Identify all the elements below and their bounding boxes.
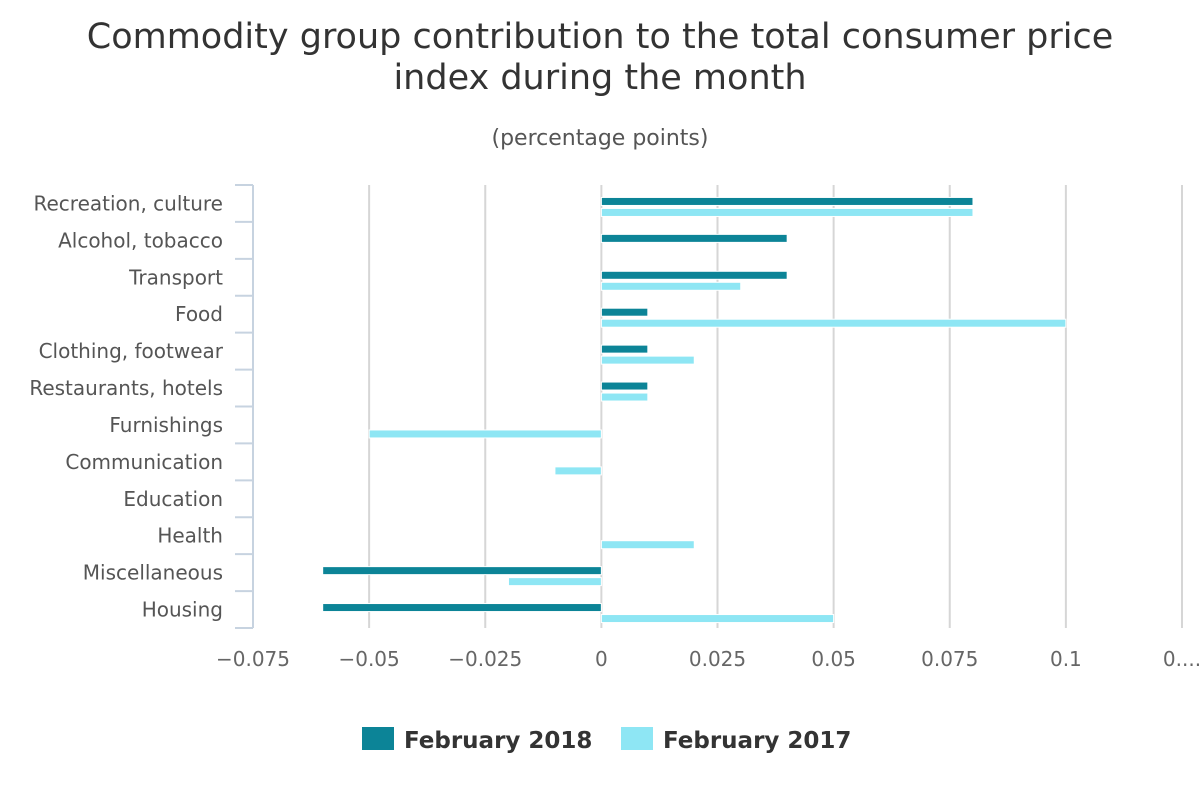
x-tick-label: 0.025	[689, 647, 746, 671]
bar-feb-2018[interactable]	[322, 566, 602, 576]
y-axis	[235, 184, 254, 629]
chart-title-line-2: index during the month	[393, 58, 806, 98]
category-label: Health	[157, 524, 223, 548]
bar-feb-2017[interactable]	[507, 577, 602, 587]
category-label: Recreation, culture	[33, 191, 223, 215]
bar-feb-2017[interactable]	[600, 318, 1067, 328]
category-label: Restaurants, hotels	[29, 376, 223, 400]
gridlines	[368, 185, 1183, 628]
category-label: Clothing, footwear	[39, 339, 224, 363]
legend-label[interactable]: February 2018	[404, 728, 592, 754]
bar-feb-2017[interactable]	[600, 281, 742, 291]
legend-swatch[interactable]	[362, 727, 394, 750]
chart-title-line-1: Commodity group contribution to the tota…	[87, 17, 1113, 57]
x-tick-label: 0....	[1163, 647, 1200, 671]
legend-label[interactable]: February 2017	[663, 728, 851, 754]
category-labels: Recreation, culture Alcohol, tobacco Trans…	[29, 191, 223, 621]
bar-feb-2017[interactable]	[600, 540, 695, 550]
legend[interactable]: February 2018 February 2017	[362, 727, 851, 754]
bar-feb-2018[interactable]	[600, 307, 649, 317]
x-tick-label: −0.025	[448, 647, 522, 671]
x-tick-label: −0.075	[216, 647, 290, 671]
bars	[322, 196, 1067, 624]
x-tick-label: 0.05	[811, 647, 856, 671]
bar-feb-2018[interactable]	[600, 270, 788, 280]
x-tick-label: 0.075	[921, 647, 978, 671]
x-tick-label: −0.05	[338, 647, 399, 671]
chart-subtitle: (percentage points)	[492, 126, 709, 151]
category-label: Miscellaneous	[83, 561, 223, 585]
bar-feb-2017[interactable]	[600, 392, 649, 402]
category-label: Transport	[128, 265, 223, 289]
bar-feb-2017[interactable]	[600, 207, 974, 217]
bar-feb-2017[interactable]	[368, 429, 602, 439]
bar-feb-2017[interactable]	[600, 355, 695, 365]
bar-feb-2018[interactable]	[600, 344, 649, 354]
bar-feb-2017[interactable]	[554, 466, 602, 476]
category-label: Furnishings	[109, 413, 223, 437]
x-tick-label: 0.1	[1050, 647, 1082, 671]
legend-swatch[interactable]	[621, 727, 653, 750]
bar-feb-2018[interactable]	[600, 196, 974, 206]
category-label: Food	[175, 302, 223, 326]
bar-feb-2018[interactable]	[600, 381, 649, 391]
category-label: Communication	[65, 450, 223, 474]
bar-feb-2018[interactable]	[322, 603, 602, 613]
x-tick-label: 0	[595, 647, 608, 671]
category-label: Housing	[142, 598, 223, 622]
category-label: Education	[123, 487, 223, 511]
x-tick-labels: −0.075 −0.05 −0.025 0 0.025 0.05 0.075 0.1 0....	[216, 647, 1200, 671]
bar-feb-2018[interactable]	[600, 233, 788, 243]
bar-feb-2017[interactable]	[600, 614, 835, 624]
category-label: Alcohol, tobacco	[58, 228, 223, 252]
